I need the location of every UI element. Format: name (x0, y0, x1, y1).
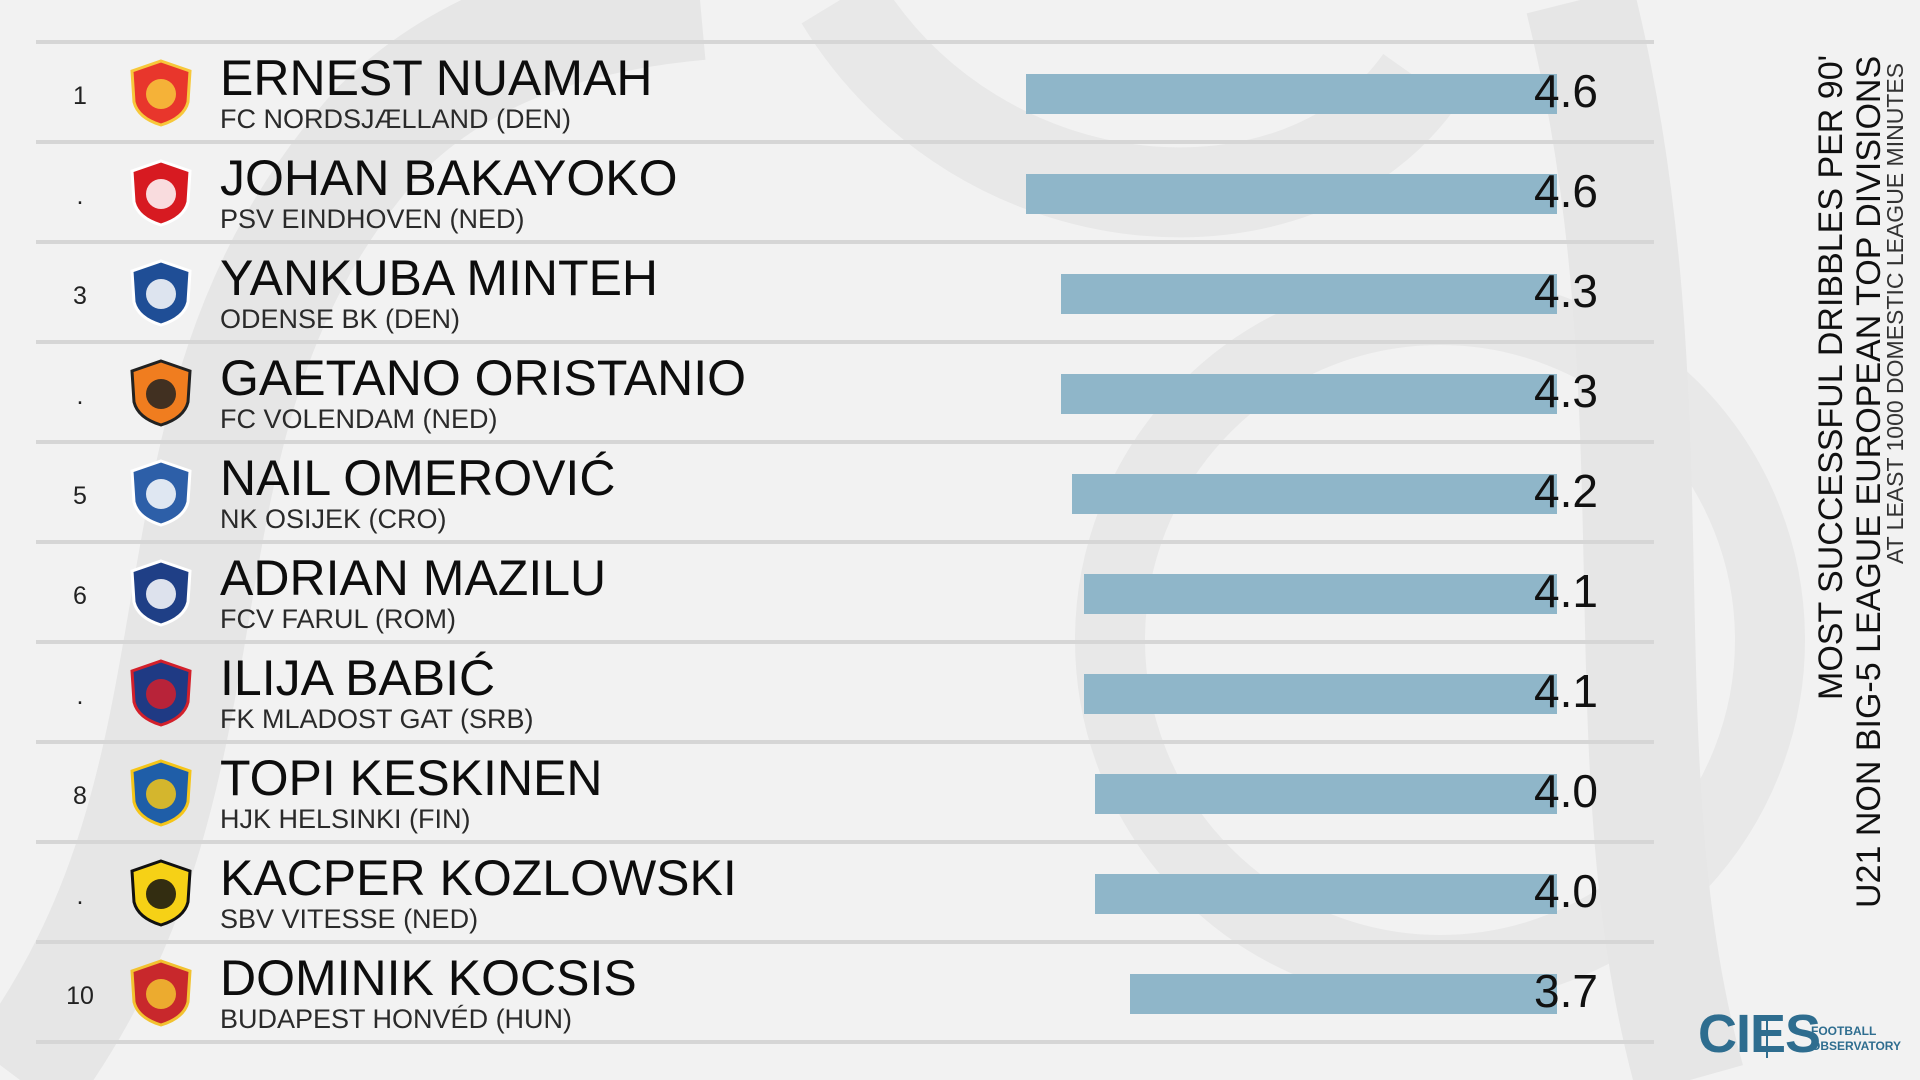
value-bar (1072, 474, 1557, 514)
row-divider (36, 1040, 1654, 1044)
player-name: KACPER KOZLOWSKI (220, 850, 737, 906)
ranking-row: . ILIJA BABIĆ FK MLADOST GAT (SRB) 4.1 (36, 644, 1654, 740)
rank-number: . (76, 682, 84, 710)
row-divider (36, 140, 1654, 144)
value-bar (1083, 674, 1557, 714)
row-divider (36, 340, 1654, 344)
value-bar (1026, 174, 1557, 214)
ranking-row: 5 NAIL OMEROVIĆ NK OSIJEK (CRO) 4.2 (36, 444, 1654, 540)
rank-number: . (76, 382, 84, 410)
ranking-row: . GAETANO ORISTANIO FC VOLENDAM (NED) 4.3 (36, 344, 1654, 440)
value-bar (1083, 574, 1557, 614)
player-name: ERNEST NUAMAH (220, 50, 653, 106)
club-name: BUDAPEST HONVÉD (HUN) (220, 1004, 573, 1034)
value-label: 4.3 (1534, 265, 1598, 317)
ranking-row: 6 ADRIAN MAZILU FCV FARUL (ROM) 4.1 (36, 544, 1654, 640)
hjk-crest-icon (126, 758, 196, 828)
player-name: TOPI KESKINEN (220, 750, 603, 806)
player-name: NAIL OMEROVIĆ (220, 450, 616, 506)
logo-line-football: FOOTBALL (1811, 1024, 1877, 1038)
value-bar (1026, 74, 1557, 114)
volendam-crest-icon (126, 358, 196, 428)
logo-divider (1766, 1016, 1768, 1058)
value-label: 3.7 (1534, 965, 1598, 1017)
row-divider (36, 540, 1654, 544)
club-name: FC NORDSJÆLLAND (DEN) (220, 104, 572, 134)
chart-criteria-note: AT LEAST 1000 DOMESTIC LEAGUE MINUTES (1882, 62, 1908, 564)
club-name: SBV VITESSE (NED) (220, 904, 479, 934)
vitesse-crest-icon (126, 858, 196, 928)
row-divider (36, 240, 1654, 244)
ranking-row: 10 DOMINIK KOCSIS BUDAPEST HONVÉD (HUN) 3.7 (36, 944, 1654, 1040)
row-divider (36, 40, 1654, 44)
farul-crest-icon (126, 558, 196, 628)
value-bar (1129, 974, 1557, 1014)
row-divider (36, 440, 1654, 444)
chart-title: MOST SUCCESSFUL DRIBBLES PER 90' (1812, 54, 1850, 700)
row-divider (36, 840, 1654, 844)
value-label: 4.0 (1534, 865, 1598, 917)
player-name: GAETANO ORISTANIO (220, 350, 746, 406)
player-name: YANKUBA MINTEH (220, 250, 659, 306)
value-label: 4.3 (1534, 365, 1598, 417)
ranking-row: 3 YANKUBA MINTEH ODENSE BK (DEN) 4.3 (36, 244, 1654, 340)
player-name: ADRIAN MAZILU (220, 550, 607, 606)
ranking-row: 8 TOPI KESKINEN HJK HELSINKI (FIN) 4.0 (36, 744, 1654, 840)
odense-crest-icon (126, 258, 196, 328)
fc-nordsjaelland-crest-icon (126, 58, 196, 128)
psv-crest-icon (126, 158, 196, 228)
ranking-row: . KACPER KOZLOWSKI SBV VITESSE (NED) 4.0 (36, 844, 1654, 940)
rank-number: 10 (66, 982, 94, 1010)
value-bar (1060, 274, 1557, 314)
club-name: NK OSIJEK (CRO) (220, 504, 447, 534)
player-name: JOHAN BAKAYOKO (220, 150, 678, 206)
ranking-row: 1 ERNEST NUAMAH FC NORDSJÆLLAND (DEN) 4.6 (36, 44, 1654, 140)
club-name: HJK HELSINKI (FIN) (220, 804, 471, 834)
value-label: 4.2 (1534, 465, 1598, 517)
rank-number: 5 (73, 482, 87, 510)
rank-number: 8 (73, 782, 87, 810)
value-label: 4.6 (1534, 165, 1598, 217)
player-name: DOMINIK KOCSIS (220, 950, 637, 1006)
rank-number: 1 (73, 82, 87, 110)
rank-number: . (76, 182, 84, 210)
rank-number: 3 (73, 282, 87, 310)
value-bar (1095, 874, 1557, 914)
club-name: ODENSE BK (DEN) (220, 304, 461, 334)
value-label: 4.6 (1534, 65, 1598, 117)
club-name: PSV EINDHOVEN (NED) (220, 204, 525, 234)
football-observatory-label: FOOTBALL OBSERVATORY (1811, 1024, 1901, 1054)
club-name: FCV FARUL (ROM) (220, 604, 456, 634)
row-divider (36, 940, 1654, 944)
honved-crest-icon (126, 958, 196, 1028)
club-name: FK MLADOST GAT (SRB) (220, 704, 534, 734)
osijek-crest-icon (126, 458, 196, 528)
cies-logo-text: CIES (1698, 1004, 1821, 1064)
rank-number: . (76, 882, 84, 910)
value-label: 4.0 (1534, 765, 1598, 817)
ranking-row: . JOHAN BAKAYOKO PSV EINDHOVEN (NED) 4.6 (36, 144, 1654, 240)
club-name: FC VOLENDAM (NED) (220, 404, 498, 434)
value-label: 4.1 (1534, 565, 1598, 617)
player-name: ILIJA BABIĆ (220, 650, 496, 706)
row-divider (36, 740, 1654, 744)
rank-number: 6 (73, 582, 87, 610)
value-bar (1060, 374, 1557, 414)
value-bar (1095, 774, 1557, 814)
logo-line-observatory: OBSERVATORY (1811, 1039, 1902, 1053)
value-label: 4.1 (1534, 665, 1598, 717)
mladost-gat-crest-icon (126, 658, 196, 728)
row-divider (36, 640, 1654, 644)
